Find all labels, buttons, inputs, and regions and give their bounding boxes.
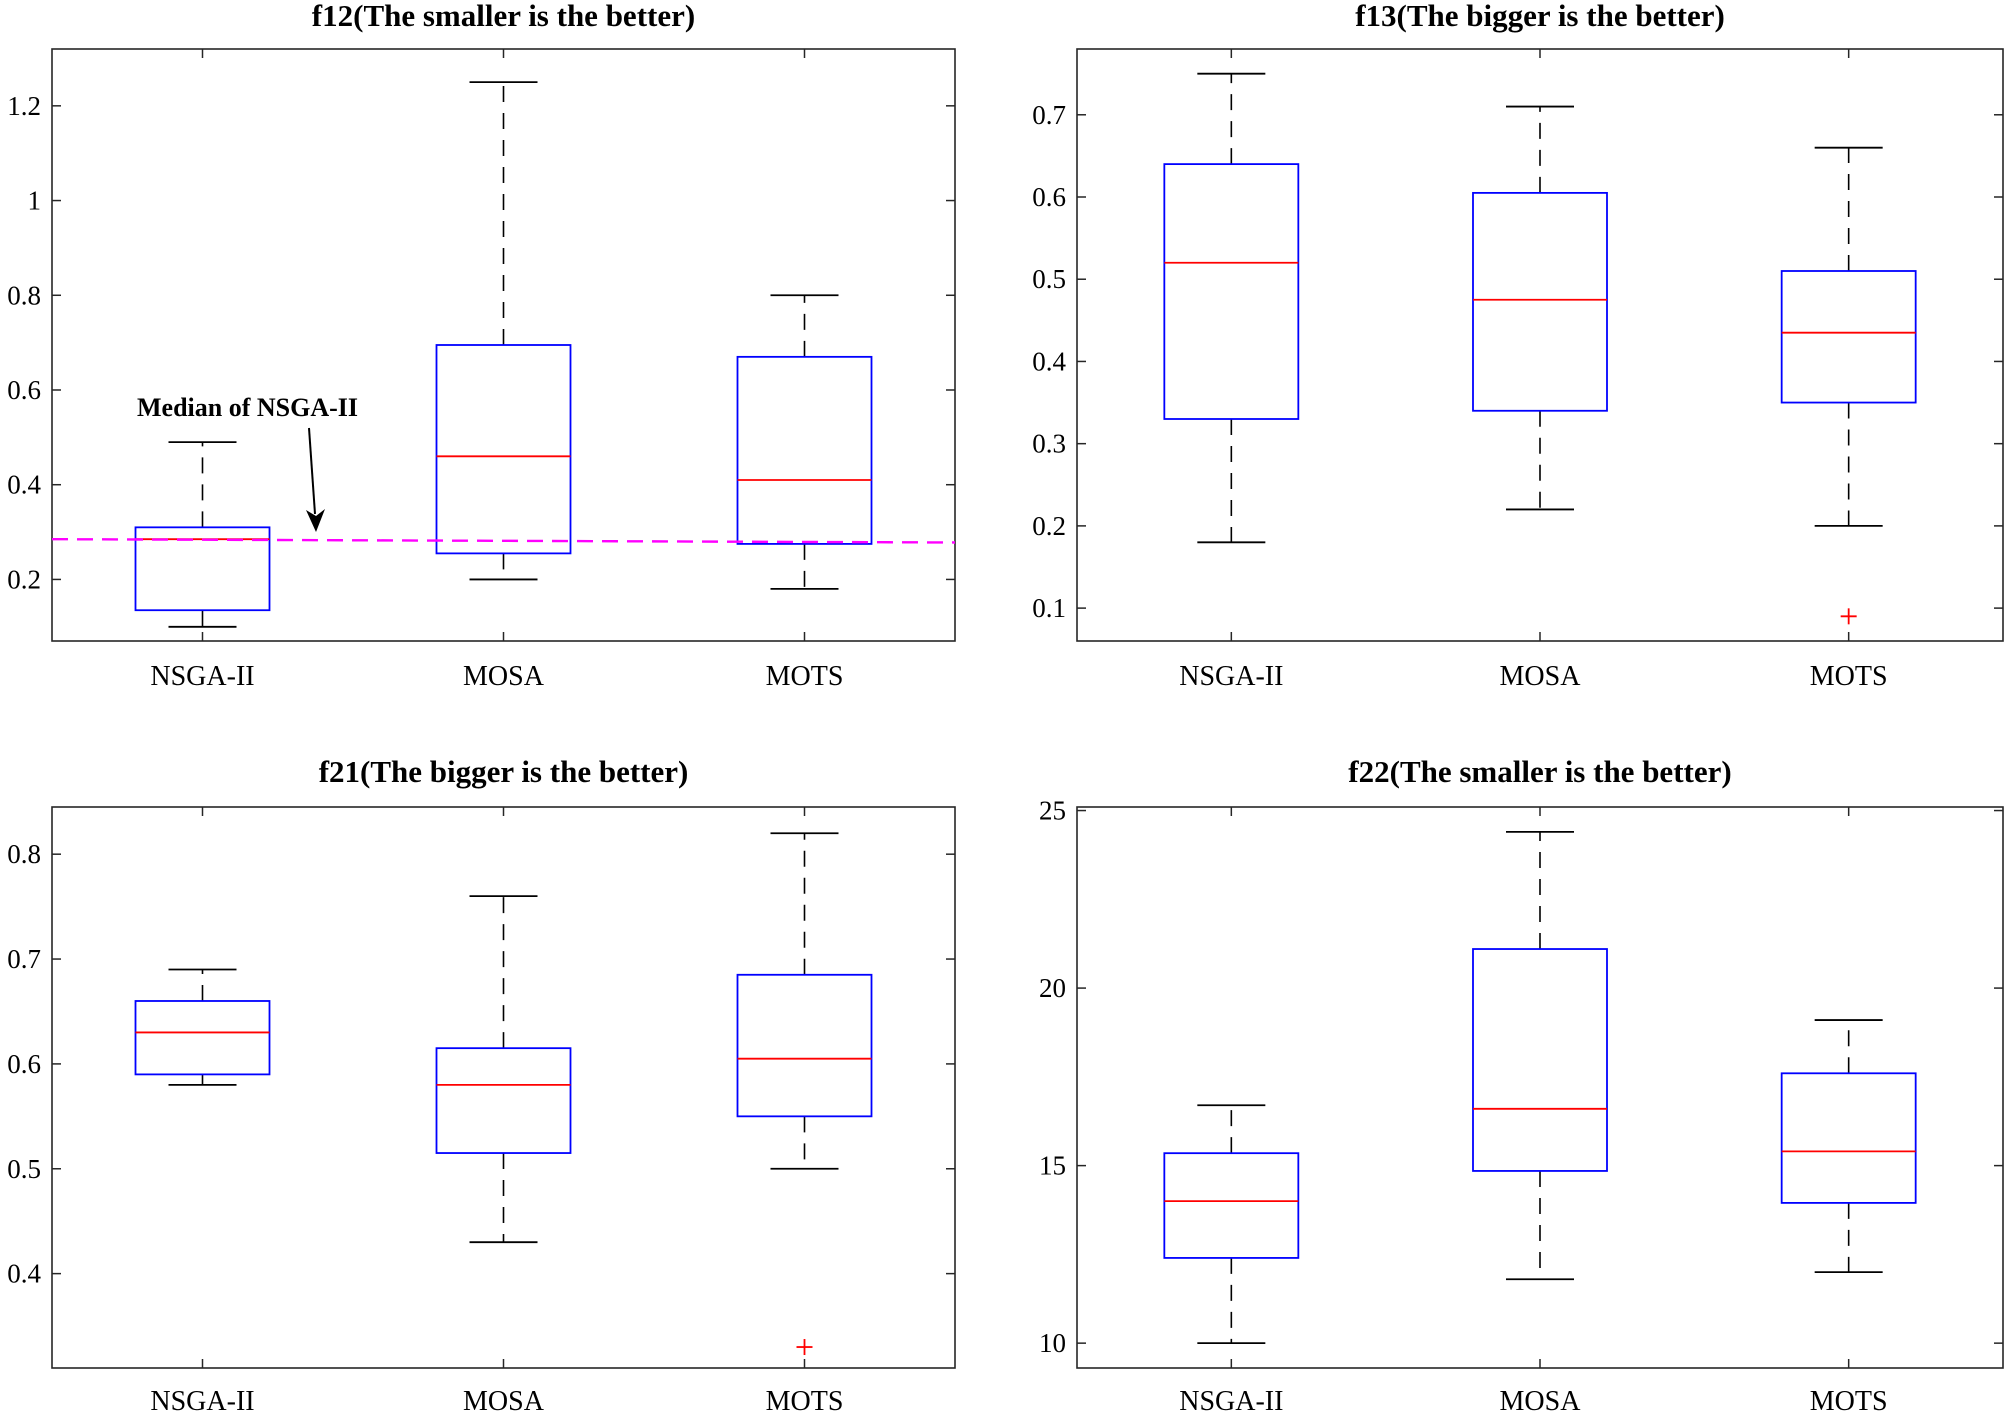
iqr-box	[1780, 270, 1917, 404]
y-tick-label: 0.8	[7, 280, 41, 310]
y-tick-label: 0.6	[7, 375, 41, 405]
x-category-label: MOSA	[463, 661, 545, 692]
chart-title: f13(The bigger is the better)	[1355, 0, 1725, 33]
x-category-label: MOSA	[1500, 661, 1582, 692]
iqr-box	[1163, 1152, 1300, 1259]
median-reference-line	[51, 537, 956, 544]
axes-frame	[51, 806, 956, 1369]
y-tick-label: 0.7	[1032, 100, 1066, 130]
annotation-arrow-head	[306, 509, 325, 532]
box-mosa	[435, 895, 572, 1244]
y-tick-label: 0.2	[1032, 511, 1066, 541]
box-nsga-ii	[1163, 1104, 1300, 1345]
x-category-label: MOTS	[1810, 661, 1888, 692]
y-tick-label: 0.4	[7, 470, 41, 500]
chart-panel-1: f12(The smaller is the better) 0.2 0.4 0.6 0…	[7, 0, 956, 692]
y-tick-label: 1	[28, 186, 42, 216]
annotation-text: Median of NSGA-II	[137, 393, 358, 422]
outlier-marker	[1840, 608, 1857, 625]
box-mots	[1780, 1019, 1917, 1274]
chart-title: f22(The smaller is the better)	[1348, 754, 1731, 789]
outlier-marker	[796, 1339, 813, 1356]
y-tick-label: 1.2	[7, 91, 41, 121]
x-category-label: MOSA	[463, 1386, 545, 1412]
chart-panel-4: f22(The smaller is the better) 10 15 20 25 NS…	[1039, 754, 2004, 1412]
box-nsga-ii	[134, 968, 271, 1086]
box-nsga-ii	[1163, 72, 1300, 544]
y-tick-label: 25	[1039, 796, 1066, 826]
iqr-box	[435, 1047, 572, 1154]
iqr-box	[435, 344, 572, 555]
x-category-label: NSGA-II	[1179, 661, 1283, 692]
x-category-label: NSGA-II	[150, 661, 254, 692]
iqr-box	[1472, 191, 1608, 412]
iqr-box	[736, 355, 873, 545]
box-mots	[1780, 146, 1917, 625]
chart-title: f12(The smaller is the better)	[312, 0, 695, 33]
y-tick-label: 10	[1039, 1328, 1066, 1358]
y-tick-label: 0.5	[7, 1154, 41, 1184]
box-mosa	[435, 81, 572, 581]
iqr-box	[134, 1000, 271, 1076]
chart-title: f21(The bigger is the better)	[319, 754, 689, 789]
x-category-label: MOTS	[1810, 1386, 1888, 1412]
x-category-label: NSGA-II	[150, 1386, 254, 1412]
y-tick-label: 20	[1039, 973, 1066, 1003]
y-tick-label: 0.4	[1032, 346, 1066, 376]
y-tick-label: 15	[1039, 1151, 1066, 1181]
box-mosa	[1472, 105, 1608, 511]
box-mots	[736, 294, 873, 590]
iqr-box	[736, 973, 873, 1118]
y-tick-label: 0.3	[1032, 429, 1066, 459]
y-tick-label: 0.2	[7, 564, 41, 594]
x-category-label: MOTS	[766, 661, 844, 692]
x-category-label: NSGA-II	[1179, 1386, 1283, 1412]
y-tick-label: 0.7	[7, 944, 41, 974]
box-nsga-ii	[134, 441, 271, 628]
y-tick-label: 0.5	[1032, 264, 1066, 294]
annotation-arrow-shaft	[308, 427, 316, 515]
y-tick-label: 0.8	[7, 839, 41, 869]
chart-panel-3: f21(The bigger is the better) 0.4 0.5 0.6 0.…	[7, 754, 956, 1412]
x-category-label: MOTS	[766, 1386, 844, 1412]
chart-panel-2: f13(The bigger is the better) 0.1 0.2 0.3 0.…	[1032, 0, 2004, 692]
y-tick-label: 0.6	[1032, 182, 1066, 212]
iqr-box	[1780, 1072, 1917, 1204]
box-mots	[736, 832, 873, 1356]
iqr-box	[1163, 163, 1300, 420]
iqr-box	[1472, 948, 1608, 1172]
y-tick-label: 0.4	[7, 1259, 41, 1289]
iqr-box	[134, 526, 271, 612]
box-mosa	[1472, 830, 1608, 1281]
y-tick-label: 0.1	[1032, 593, 1066, 623]
x-category-label: MOSA	[1500, 1386, 1582, 1412]
y-tick-label: 0.6	[7, 1049, 41, 1079]
